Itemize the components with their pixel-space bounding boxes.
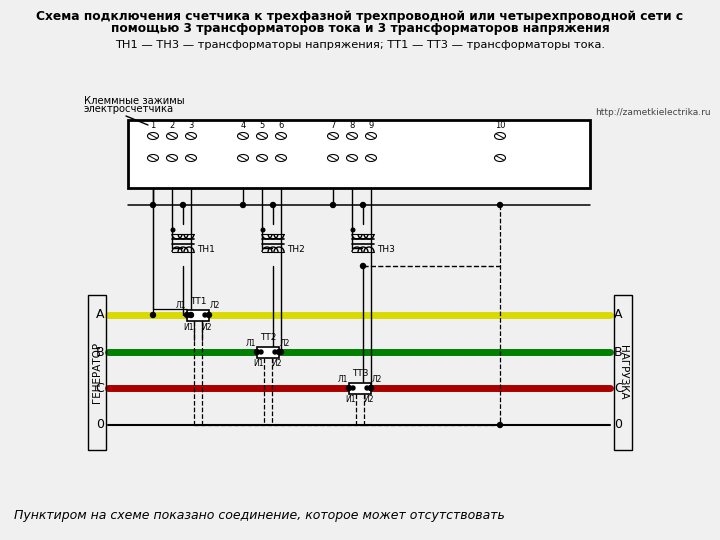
Circle shape	[240, 202, 246, 207]
Text: Схема подключения счетчика к трехфазной трехпроводной или четырехпроводной сети : Схема подключения счетчика к трехфазной …	[37, 10, 683, 23]
Text: А: А	[96, 308, 104, 321]
Text: Л2: Л2	[372, 375, 382, 383]
Text: Л1: Л1	[176, 301, 186, 310]
Text: 10: 10	[495, 122, 505, 131]
Text: ТН1 — ТН3 — трансформаторы напряжения; ТТ1 — ТТ3 — трансформаторы тока.: ТН1 — ТН3 — трансформаторы напряжения; Т…	[115, 40, 605, 50]
Text: Л2: Л2	[210, 301, 220, 310]
Text: 6: 6	[279, 122, 284, 131]
Circle shape	[203, 313, 207, 317]
Ellipse shape	[276, 154, 287, 161]
Text: И1: И1	[184, 322, 194, 332]
Circle shape	[189, 313, 193, 317]
Bar	[88, 295, 106, 450]
Bar	[614, 295, 632, 450]
Circle shape	[181, 202, 186, 207]
Text: И2: И2	[202, 322, 212, 332]
Text: Пунктиром на схеме показано соединение, которое может отсутствовать: Пунктиром на схеме показано соединение, …	[14, 509, 505, 522]
Text: ТН3: ТН3	[377, 246, 395, 254]
Bar	[187, 309, 209, 321]
Circle shape	[351, 386, 355, 390]
Circle shape	[189, 313, 194, 318]
Circle shape	[271, 202, 276, 207]
Text: ТТ2: ТТ2	[260, 334, 276, 342]
Text: С: С	[95, 381, 104, 395]
Ellipse shape	[346, 154, 358, 161]
Text: С: С	[614, 381, 623, 395]
Ellipse shape	[256, 132, 268, 139]
Text: ТН2: ТН2	[287, 246, 305, 254]
Ellipse shape	[346, 132, 358, 139]
Ellipse shape	[276, 132, 287, 139]
Text: 4: 4	[240, 122, 246, 131]
Text: ТТ1: ТТ1	[190, 296, 206, 306]
Circle shape	[369, 386, 374, 390]
Text: электросчетчика: электросчетчика	[84, 104, 174, 114]
Text: Л1: Л1	[246, 339, 256, 348]
Text: И2: И2	[364, 395, 374, 404]
Circle shape	[171, 228, 175, 232]
Circle shape	[261, 228, 265, 232]
Text: Клеммные зажимы: Клеммные зажимы	[84, 96, 184, 106]
Ellipse shape	[256, 154, 268, 161]
Circle shape	[361, 202, 366, 207]
Circle shape	[184, 313, 189, 318]
Circle shape	[259, 350, 263, 354]
Text: ТТ3: ТТ3	[352, 369, 368, 379]
Ellipse shape	[166, 154, 178, 161]
Circle shape	[207, 313, 212, 318]
Bar	[128, 120, 590, 188]
Text: 0: 0	[96, 418, 104, 431]
Ellipse shape	[495, 132, 505, 139]
Circle shape	[330, 202, 336, 207]
Ellipse shape	[186, 132, 197, 139]
Text: И1: И1	[346, 395, 356, 404]
Circle shape	[346, 386, 351, 390]
Text: 1: 1	[150, 122, 156, 131]
Circle shape	[351, 228, 355, 232]
Ellipse shape	[186, 154, 197, 161]
Circle shape	[273, 350, 277, 354]
Ellipse shape	[148, 154, 158, 161]
Ellipse shape	[366, 132, 377, 139]
Text: В: В	[614, 346, 623, 359]
Text: Л1: Л1	[338, 375, 348, 383]
Circle shape	[279, 349, 284, 354]
Text: 3: 3	[189, 122, 194, 131]
Text: помощью 3 трансформаторов тока и 3 трансформаторов напряжения: помощью 3 трансформаторов тока и 3 транс…	[111, 22, 609, 35]
Ellipse shape	[328, 132, 338, 139]
Text: 5: 5	[259, 122, 265, 131]
Circle shape	[498, 422, 503, 428]
Circle shape	[254, 349, 259, 354]
Circle shape	[365, 386, 369, 390]
Text: 0: 0	[614, 418, 622, 431]
Ellipse shape	[238, 154, 248, 161]
Text: 8: 8	[349, 122, 355, 131]
Circle shape	[361, 264, 366, 268]
Text: И2: И2	[271, 360, 282, 368]
Text: 7: 7	[330, 122, 336, 131]
Circle shape	[150, 202, 156, 207]
Bar	[257, 347, 279, 357]
Text: Л2: Л2	[280, 339, 290, 348]
Text: А: А	[614, 308, 623, 321]
Ellipse shape	[148, 132, 158, 139]
Text: ГЕНЕРАТОР: ГЕНЕРАТОР	[92, 342, 102, 403]
Ellipse shape	[495, 154, 505, 161]
Bar	[349, 382, 371, 394]
Text: http://zametkielectrika.ru: http://zametkielectrika.ru	[595, 108, 711, 117]
Ellipse shape	[238, 132, 248, 139]
Text: 2: 2	[169, 122, 175, 131]
Ellipse shape	[366, 154, 377, 161]
Circle shape	[369, 386, 374, 390]
Text: НАГРУЗКА: НАГРУЗКА	[618, 345, 628, 400]
Text: В: В	[95, 346, 104, 359]
Circle shape	[276, 349, 282, 354]
Text: 9: 9	[369, 122, 374, 131]
Text: И1: И1	[253, 360, 264, 368]
Ellipse shape	[166, 132, 178, 139]
Ellipse shape	[328, 154, 338, 161]
Circle shape	[498, 202, 503, 207]
Text: ТН1: ТН1	[197, 246, 215, 254]
Circle shape	[150, 313, 156, 318]
